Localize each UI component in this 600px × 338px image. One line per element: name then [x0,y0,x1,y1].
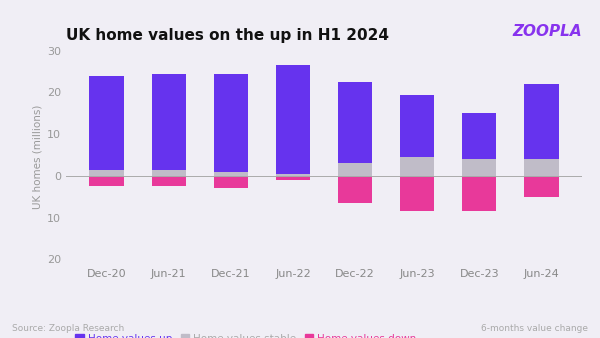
Bar [462,159,496,176]
Bar [89,170,124,176]
Bar [524,176,559,197]
Bar [338,82,372,164]
Bar [152,176,186,186]
Bar [400,176,434,212]
Bar [214,74,248,172]
Bar [462,176,496,212]
Bar [400,95,434,157]
Bar [276,174,310,176]
Bar [276,176,310,180]
Bar [89,176,124,186]
Legend: Home values up, Home values stable, Home values down: Home values up, Home values stable, Home… [71,330,421,338]
Bar [524,159,559,176]
Bar [338,176,372,203]
Bar [276,65,310,174]
Bar [338,164,372,176]
Y-axis label: UK homes (millions): UK homes (millions) [33,105,43,209]
Bar [214,172,248,176]
Text: 6-months value change: 6-months value change [481,324,588,333]
Text: UK home values on the up in H1 2024: UK home values on the up in H1 2024 [66,28,389,43]
Bar [152,170,186,176]
Text: Source: Zoopla Research: Source: Zoopla Research [12,324,124,333]
Bar [524,84,559,159]
Bar [214,176,248,189]
Bar [462,113,496,159]
Bar [152,74,186,170]
Bar [89,76,124,170]
Bar [400,157,434,176]
Text: ZOOPLA: ZOOPLA [512,24,582,39]
